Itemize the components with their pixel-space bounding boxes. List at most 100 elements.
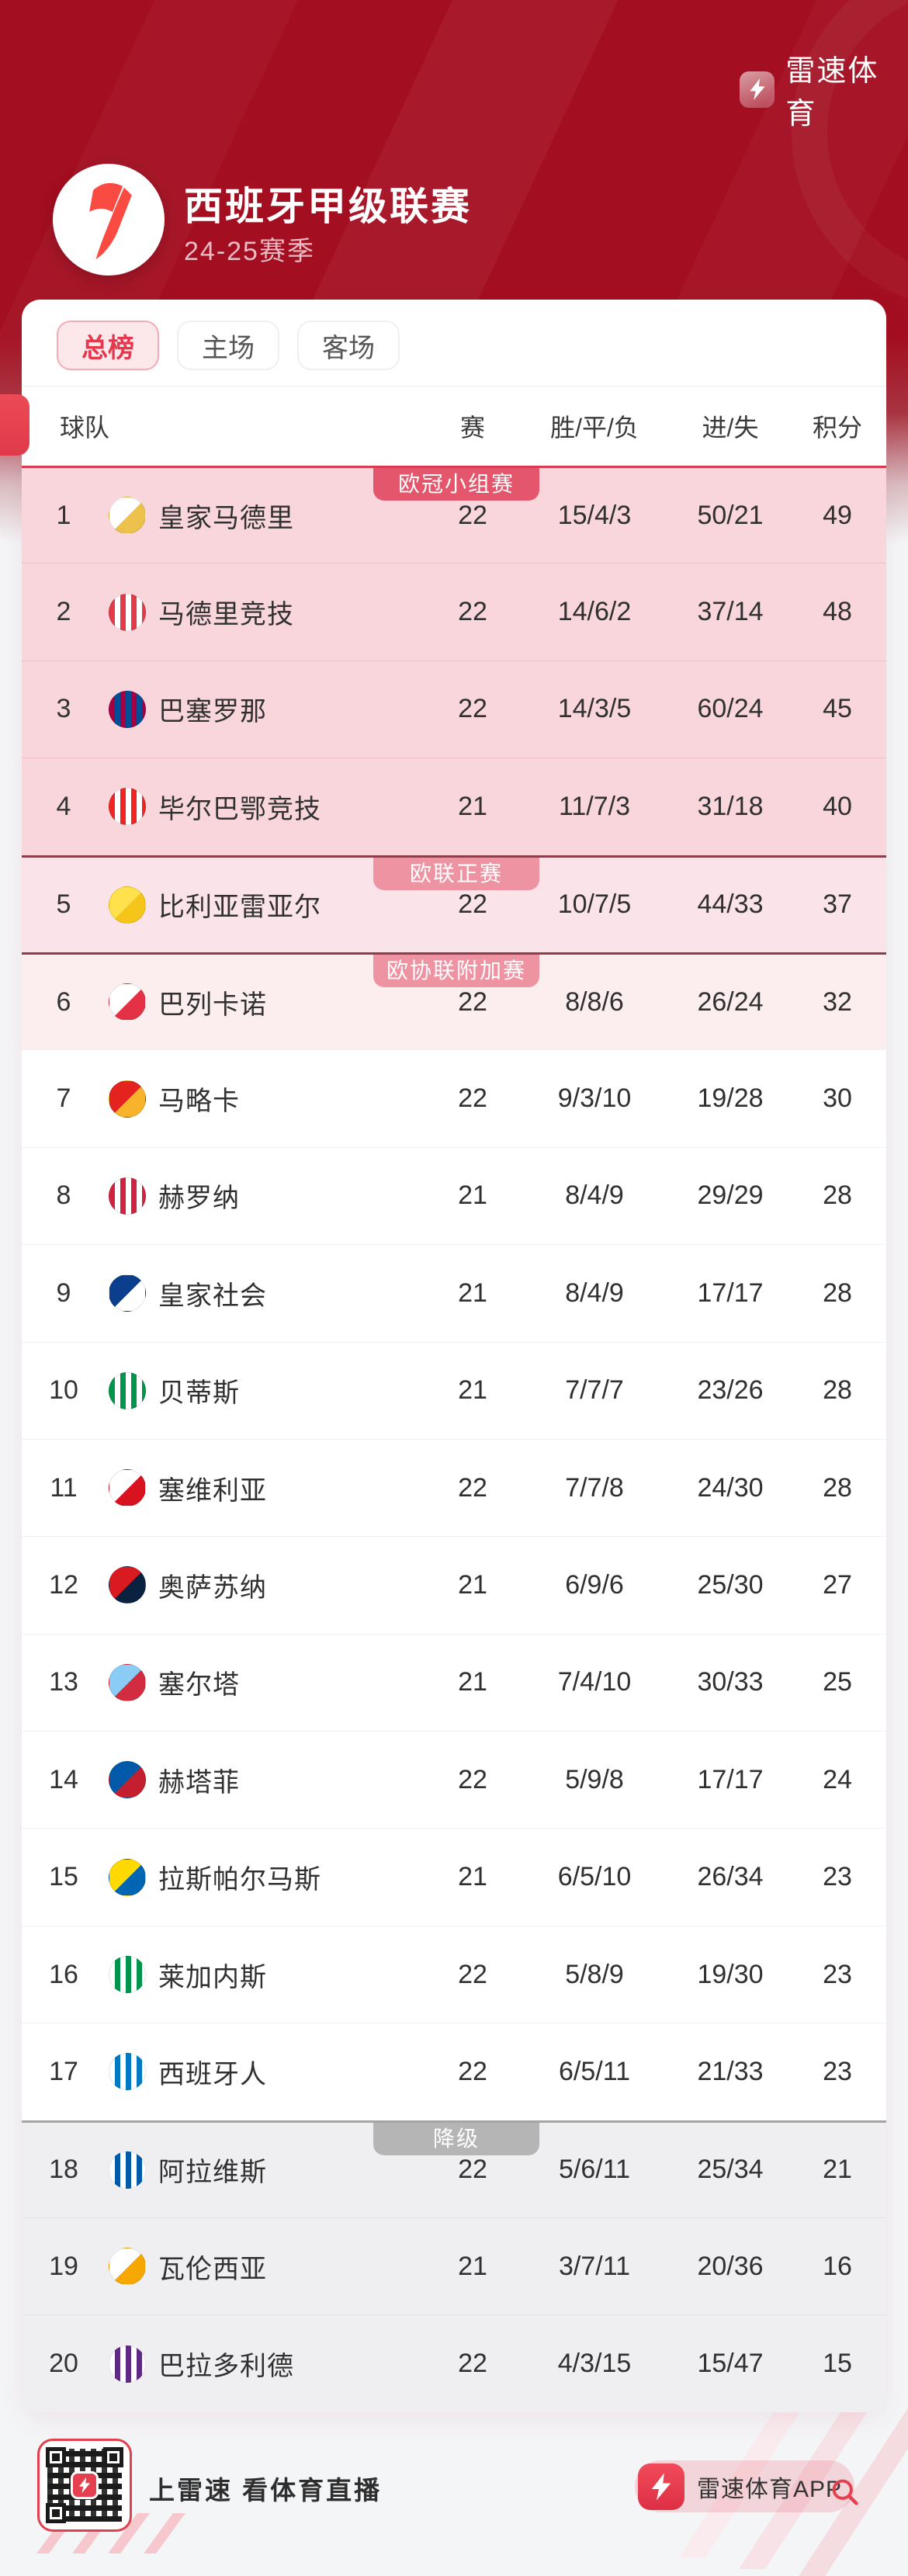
rank: 5 xyxy=(56,889,71,920)
table-row[interactable]: 15 拉斯帕尔马斯 21 6/5/10 26/34 23 xyxy=(22,1828,886,1926)
goals: 37/14 xyxy=(697,597,764,627)
team-name: 莱加内斯 xyxy=(158,1962,267,1992)
table-row[interactable]: 9 皇家社会 21 8/4/9 17/17 28 xyxy=(22,1244,886,1342)
team-crest xyxy=(109,593,146,631)
table-row[interactable]: 8 赫罗纳 21 8/4/9 29/29 28 xyxy=(22,1146,886,1245)
table-row[interactable]: 18 阿拉维斯 22 5/6/11 25/34 21 降级 xyxy=(22,2120,886,2218)
played: 22 xyxy=(458,889,487,920)
goals: 19/28 xyxy=(697,1083,764,1114)
table-row[interactable]: 19 瓦伦西亚 21 3/7/11 20/36 16 xyxy=(22,2217,886,2315)
rank: 2 xyxy=(56,597,71,627)
rank: 7 xyxy=(56,1083,71,1114)
app-download-button[interactable]: 雷速体育APP xyxy=(635,2460,855,2512)
table-row[interactable]: 17 西班牙人 22 6/5/11 21/33 23 xyxy=(22,2023,886,2120)
rank: 1 xyxy=(56,500,71,530)
zone-badge: 欧联正赛 xyxy=(373,857,539,890)
played: 22 xyxy=(458,597,487,627)
rank: 4 xyxy=(56,791,71,821)
table-row[interactable]: 16 莱加内斯 22 5/8/9 19/30 23 xyxy=(22,1925,886,2023)
team-crest xyxy=(109,1566,146,1604)
lightning-icon xyxy=(638,2463,684,2510)
record: 9/3/10 xyxy=(557,1083,632,1114)
table-row[interactable]: 20 巴拉多利德 22 4/3/15 15/47 15 xyxy=(22,2314,886,2412)
tab-away[interactable]: 客场 xyxy=(297,321,400,370)
team-crest xyxy=(109,1469,146,1507)
played: 21 xyxy=(458,1278,487,1308)
goals: 17/17 xyxy=(697,1278,764,1308)
record: 8/4/9 xyxy=(565,1181,624,1211)
goals: 20/36 xyxy=(697,2251,764,2281)
team-name: 拉斯帕尔马斯 xyxy=(158,1865,321,1895)
points: 28 xyxy=(823,1278,852,1308)
record: 7/7/7 xyxy=(565,1375,624,1406)
table-row[interactable]: 10 贝蒂斯 21 7/7/7 23/26 28 xyxy=(22,1341,886,1439)
team-crest xyxy=(109,690,146,728)
rank: 16 xyxy=(49,1959,78,1989)
team-crest xyxy=(109,2053,146,2091)
table-row[interactable]: 5 比利亚雷亚尔 22 10/7/5 44/33 37 欧联正赛 xyxy=(22,855,886,952)
points: 40 xyxy=(823,791,852,821)
table-row[interactable]: 7 马略卡 22 9/3/10 19/28 30 xyxy=(22,1049,886,1147)
record: 5/9/8 xyxy=(565,1764,624,1794)
table-row[interactable]: 3 巴塞罗那 22 14/3/5 60/24 45 xyxy=(22,660,886,758)
divider xyxy=(22,386,886,387)
played: 22 xyxy=(458,2155,487,2185)
team-name: 赫塔菲 xyxy=(158,1767,240,1798)
record: 5/6/11 xyxy=(558,2155,630,2185)
record: 3/7/11 xyxy=(558,2251,630,2281)
points: 25 xyxy=(823,1667,852,1697)
team-name: 比利亚雷亚尔 xyxy=(158,893,321,923)
rank: 18 xyxy=(49,2155,78,2185)
points: 21 xyxy=(823,2155,852,2185)
table-row[interactable]: 13 塞尔塔 21 7/4/10 30/33 25 xyxy=(22,1633,886,1732)
table-row[interactable]: 2 马德里竞技 22 14/6/2 37/14 48 xyxy=(22,563,886,660)
qr-eye xyxy=(103,2447,123,2467)
team-name: 塞维利亚 xyxy=(158,1475,267,1506)
played: 22 xyxy=(458,1083,487,1114)
table-row[interactable]: 12 奥萨苏纳 21 6/9/6 25/30 27 xyxy=(22,1536,886,1634)
team-name: 巴塞罗那 xyxy=(158,697,267,727)
rank: 20 xyxy=(49,2349,78,2379)
rank: 9 xyxy=(56,1278,71,1308)
table-row[interactable]: 14 赫塔菲 22 5/9/8 17/17 24 xyxy=(22,1731,886,1829)
record: 6/5/11 xyxy=(558,2056,630,2086)
standings-card: 总榜 主场 客场 球队 赛 胜/平/负 进/失 积分 1 皇家马德里 22 15/4/… xyxy=(22,300,886,2412)
team-name: 西班牙人 xyxy=(158,2059,267,2089)
played: 22 xyxy=(458,2056,487,2086)
points: 48 xyxy=(823,597,852,627)
team-crest xyxy=(109,2345,146,2383)
record: 4/3/15 xyxy=(557,2349,632,2379)
points: 23 xyxy=(823,1959,852,1989)
rank: 19 xyxy=(49,2251,78,2281)
record: 6/9/6 xyxy=(565,1569,624,1600)
points: 30 xyxy=(823,1083,852,1114)
table-row[interactable]: 4 毕尔巴鄂竞技 21 11/7/3 31/18 40 xyxy=(22,758,886,855)
table-header: 球队 赛 胜/平/负 进/失 积分 xyxy=(22,387,886,466)
page-title: 西班牙甲级联赛 xyxy=(184,185,472,228)
table-row[interactable]: 11 塞维利亚 22 7/7/8 24/30 28 xyxy=(22,1438,886,1537)
points: 16 xyxy=(823,2251,852,2281)
team-name: 阿拉维斯 xyxy=(158,2158,267,2188)
played: 22 xyxy=(458,1764,487,1794)
search-icon[interactable] xyxy=(829,2476,861,2512)
goals: 31/18 xyxy=(697,791,764,821)
season-label: 24-25赛季 xyxy=(184,237,315,266)
table-row[interactable]: 1 皇家马德里 22 15/4/3 50/21 49 欧冠小组赛 xyxy=(22,466,886,563)
points: 45 xyxy=(823,694,852,724)
points: 24 xyxy=(823,1764,852,1794)
lightning-icon xyxy=(71,2471,99,2499)
tab-total[interactable]: 总榜 xyxy=(57,321,159,370)
tab-bar: 总榜 主场 客场 xyxy=(57,321,418,370)
played: 22 xyxy=(458,2349,487,2379)
column-goals: 进/失 xyxy=(702,414,759,442)
standings-table: 1 皇家马德里 22 15/4/3 50/21 49 欧冠小组赛 2 马德里竞技 22 14/6/2… xyxy=(22,466,886,2412)
column-points: 积分 xyxy=(812,414,862,442)
rank: 3 xyxy=(56,694,71,724)
tab-home[interactable]: 主场 xyxy=(177,321,279,370)
left-ribbon-decoration xyxy=(0,394,29,456)
points: 28 xyxy=(823,1375,852,1406)
team-crest xyxy=(109,2248,146,2286)
goals: 60/24 xyxy=(697,694,764,724)
table-row[interactable]: 6 巴列卡诺 22 8/8/6 26/24 32 欧协联附加赛 xyxy=(22,952,886,1050)
team-name: 巴拉多利德 xyxy=(158,2352,294,2382)
